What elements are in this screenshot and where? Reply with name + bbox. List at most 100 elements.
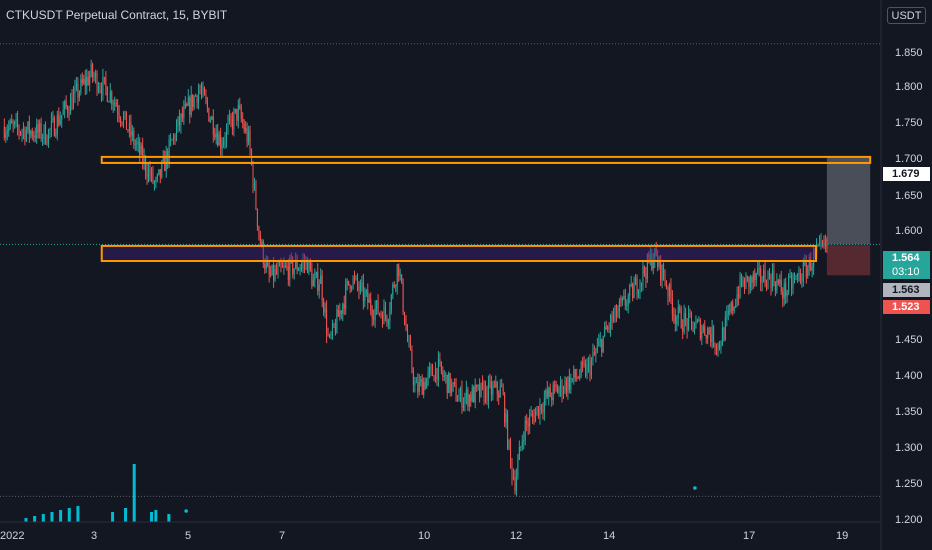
candle-body xyxy=(75,83,77,88)
candle-body xyxy=(331,323,333,335)
candle-body xyxy=(196,95,198,103)
candle-body xyxy=(702,326,704,331)
candle-body xyxy=(178,116,180,126)
candle-body xyxy=(96,72,98,92)
candle-body xyxy=(97,88,100,92)
candle-body xyxy=(200,90,203,93)
candle-body xyxy=(371,310,373,319)
candle-body xyxy=(243,123,245,132)
candle-body xyxy=(418,381,420,392)
candle-body xyxy=(704,326,706,336)
candle-body xyxy=(663,265,665,277)
volume-bar xyxy=(132,464,136,522)
y-tick-label: 1.650 xyxy=(895,190,923,202)
candle-body xyxy=(426,378,428,389)
candle-body xyxy=(261,241,263,245)
candle-body xyxy=(521,441,523,447)
candle-body xyxy=(351,287,353,289)
candle-body xyxy=(440,361,442,372)
candle-body xyxy=(202,87,204,93)
candle-body xyxy=(377,300,379,314)
candle-body xyxy=(392,284,394,296)
candle-body xyxy=(111,91,113,104)
candle-body xyxy=(517,460,519,477)
volume-bar xyxy=(124,508,128,522)
candle-body xyxy=(139,141,141,155)
candle-body xyxy=(208,108,210,122)
candle-body xyxy=(449,373,451,393)
candle-body xyxy=(24,128,26,141)
candle-body xyxy=(34,135,36,139)
volume-bar xyxy=(50,512,54,522)
y-tick-label: 1.300 xyxy=(895,442,923,454)
candle-body xyxy=(683,313,685,332)
candle-body xyxy=(768,272,771,278)
candle-body xyxy=(730,302,732,312)
candle-body xyxy=(90,64,92,76)
candle-body xyxy=(742,280,744,286)
candle-body xyxy=(64,101,66,110)
candle-body xyxy=(321,275,323,301)
candle-body xyxy=(253,183,255,188)
candle-body xyxy=(248,130,250,143)
candle-body xyxy=(153,182,155,184)
candle-body xyxy=(53,117,55,136)
candle-body xyxy=(40,122,42,139)
candle-body xyxy=(754,273,756,281)
candle-body xyxy=(395,286,397,288)
candle-body xyxy=(128,122,130,131)
currency-button[interactable]: USDT xyxy=(887,7,926,24)
candle-body xyxy=(596,346,598,352)
stop-price-label: 1.523 xyxy=(883,300,930,314)
candle-body xyxy=(228,116,230,123)
candle-body xyxy=(733,306,735,311)
candle-body xyxy=(109,91,111,102)
drawings xyxy=(0,155,881,276)
candle-body xyxy=(480,382,482,397)
candle-body xyxy=(230,116,232,120)
candle-body xyxy=(224,139,226,142)
x-tick-label: 5 xyxy=(185,530,192,542)
candle-body xyxy=(384,306,386,316)
y-tick-label: 1.200 xyxy=(895,514,923,526)
candle-body xyxy=(436,368,438,380)
candle-body xyxy=(493,385,495,387)
candle-body xyxy=(274,269,276,280)
candle-body xyxy=(571,378,573,380)
candle-body xyxy=(820,241,822,243)
candle-body xyxy=(249,130,251,150)
candle-body xyxy=(124,111,126,117)
candle-body xyxy=(729,310,731,312)
candle-body xyxy=(562,391,565,396)
candle-body xyxy=(220,134,222,149)
candle-body xyxy=(312,280,314,287)
candle-body xyxy=(223,141,225,146)
candle-body xyxy=(777,280,779,284)
candle-body xyxy=(642,267,644,283)
candle-body xyxy=(574,369,576,378)
candle-body xyxy=(114,102,116,104)
candle-body xyxy=(607,327,609,330)
candle-body xyxy=(409,340,411,350)
candle-body xyxy=(189,97,191,115)
candle-body xyxy=(421,379,423,395)
support-zone xyxy=(100,244,818,263)
candle-body xyxy=(536,406,538,412)
symbol-title[interactable]: CTKUSDT Perpetual Contract, 15, BYBIT xyxy=(6,8,228,22)
y-tick-label: 1.750 xyxy=(895,117,923,129)
candle-body xyxy=(373,318,375,320)
candle-body xyxy=(131,131,133,137)
candle-body xyxy=(585,363,587,376)
candle-body xyxy=(726,314,728,318)
volume-bars xyxy=(24,464,697,522)
candle-body xyxy=(383,306,385,324)
candle-body xyxy=(184,103,186,108)
candle-body xyxy=(515,476,517,491)
candle-body xyxy=(49,128,51,131)
candle-body xyxy=(70,97,72,115)
candle-body xyxy=(732,302,734,311)
volume-bar xyxy=(67,508,71,522)
candle-body xyxy=(343,303,345,309)
candle-body xyxy=(582,362,584,364)
